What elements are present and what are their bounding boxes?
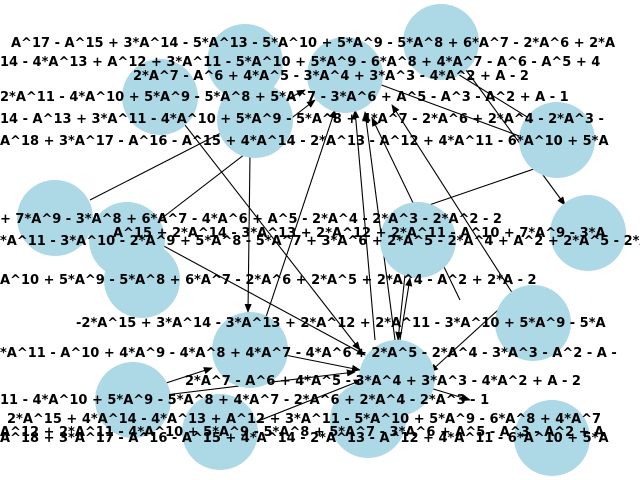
edge [159,367,213,386]
node-label: A^12 + 2*A^11 - 4*A^10 + 5*A^9 - 5*A^8 +… [0,425,604,440]
node-label: 14 - 4*A^13 + A^12 + 3*A^11 - 5*A^10 + 5… [0,55,600,70]
node-circle [519,102,595,178]
node-label: -2*A^15 + 3*A^14 - 3*A^13 + 2*A^12 + 2*A… [76,316,606,331]
edge [124,224,366,356]
node-circles [17,4,626,476]
edge [362,111,396,341]
node-label: *A^11 - A^10 + 4*A^9 - 4*A^8 + 4*A^7 - 4… [0,346,617,361]
edge [352,109,376,341]
edge [284,354,361,372]
node-label: 2*A^7 - A^6 + 4*A^5 - 3*A^4 + 3*A^3 - 4*… [185,374,581,389]
node-circle [122,59,198,135]
node-circle [514,400,590,476]
edge [395,274,406,341]
node-circle [207,24,283,100]
node-label: A^15 + 2*A^14 - 3*A^13 + 2*A^12 + 2*A^11… [113,226,606,241]
node-circle [17,180,93,256]
node-labels: A^17 - A^15 + 3*A^14 - 5*A^13 - 5*A^10 +… [0,36,640,446]
node-label: A^18 + 3*A^17 - A^16 - A^15 + 4*A^14 - 2… [0,431,609,446]
edge [454,54,566,206]
node-label: 2*A^11 - 4*A^10 + 5*A^9 - 5*A^8 + 5*A^7 … [0,90,569,105]
node-circle [95,362,171,438]
node-circle [182,394,258,470]
node-circle [212,312,288,388]
node-label: *A^11 - 3*A^10 - 2*A^9 + 5*A^8 - 5*A^7 +… [0,234,640,249]
node-circle [495,285,571,361]
edge [367,79,531,141]
edge [244,154,252,313]
node-circle [330,382,406,458]
node-label: A^18 + 3*A^17 - A^16 - A^15 + 4*A^14 - 2… [0,134,609,149]
node-label: 14 - A^13 + 3*A^11 - 4*A^10 + 5*A^9 - 5*… [0,112,604,127]
edge [184,124,361,351]
node-label: 11 - 4*A^10 + 5*A^9 - 5*A^8 + 4*A^7 - 2*… [0,393,489,408]
node-label: A^17 - A^15 + 3*A^14 - 5*A^13 - 5*A^10 +… [11,36,615,51]
node-label: 2*A^15 + 4*A^14 - 4*A^13 + A^12 + 3*A^11… [7,412,601,427]
edge [391,104,521,306]
node-circle [307,37,383,113]
node-circle [217,82,293,158]
node-label: A^10 + 5*A^9 - 5*A^8 + 6*A^7 - 2*A^6 + 2… [0,273,537,288]
node-label: + 7*A^9 - 3*A^8 + 6*A^7 - 4*A^6 + A^5 - … [0,212,502,227]
edge [399,277,413,341]
node-circle [104,242,180,318]
node-circle [403,4,479,80]
node-label: 2*A^7 - A^6 + 4*A^5 - 3*A^4 + 3*A^3 - 4*… [133,69,529,84]
node-circle [550,195,626,271]
node-circle [380,202,456,278]
edge [264,109,336,321]
